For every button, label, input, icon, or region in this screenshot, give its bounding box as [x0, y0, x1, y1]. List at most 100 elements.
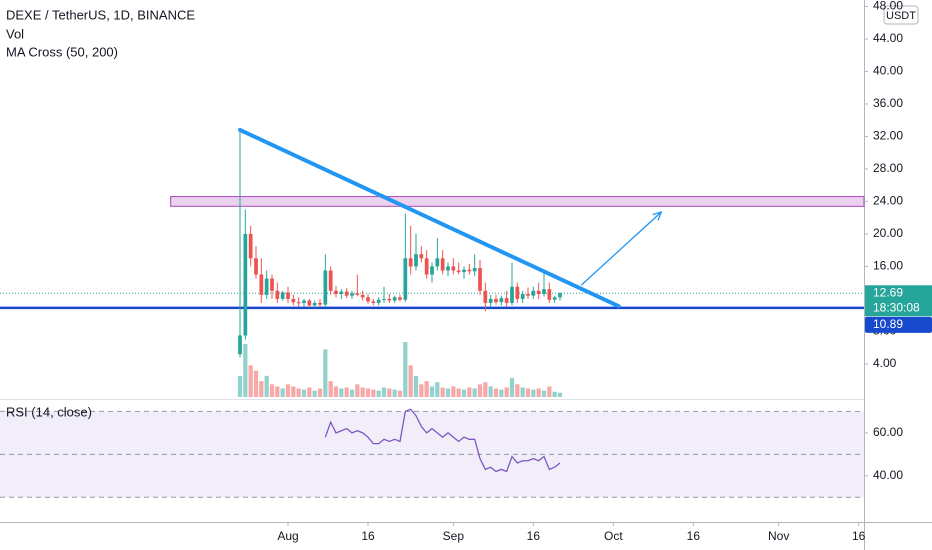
- y-tick-label: 48.00: [873, 0, 903, 13]
- candle-body: [387, 298, 392, 301]
- volume-bar: [307, 387, 312, 397]
- volume-bar: [429, 386, 435, 397]
- candle-body: [478, 268, 482, 291]
- volume-bar: [269, 384, 275, 397]
- candle-body: [430, 266, 434, 275]
- candle-body: [547, 289, 552, 300]
- volume-bar: [275, 386, 280, 397]
- y-tick-label: 20.00: [873, 226, 903, 240]
- volume-bar: [328, 381, 333, 397]
- candle-body: [318, 302, 322, 305]
- volume-bar: [531, 389, 536, 397]
- candle-body: [520, 294, 525, 299]
- x-tick-label: 16: [361, 529, 375, 543]
- candle-body: [291, 298, 296, 303]
- candle-body: [488, 298, 493, 303]
- candle-body: [424, 258, 429, 275]
- volume-bar: [253, 370, 259, 397]
- candle-body: [456, 270, 461, 273]
- volume-bar: [392, 389, 397, 397]
- candle-body: [248, 233, 253, 259]
- rsi-label: RSI (14, close): [6, 404, 92, 419]
- x-tick-label: Aug: [277, 529, 298, 543]
- volume-bar: [419, 384, 424, 397]
- volume-bar: [381, 387, 387, 397]
- candle-body: [355, 293, 360, 295]
- candle-body: [238, 335, 242, 355]
- plot-area: [0, 127, 865, 498]
- candle-body: [296, 302, 301, 304]
- volume-bar: [243, 344, 248, 397]
- volume-bar: [403, 342, 408, 397]
- candle-body: [366, 297, 370, 302]
- candle-body: [536, 290, 541, 295]
- candle-body: [472, 268, 477, 272]
- last-price-tag: [865, 285, 932, 317]
- x-tick-label: Nov: [768, 529, 789, 543]
- y-tick-label: 24.00: [873, 194, 903, 208]
- candle-body: [515, 286, 520, 299]
- candle-body: [408, 258, 413, 267]
- volume-bar: [488, 386, 493, 397]
- y-tick-label: 36.00: [873, 96, 903, 110]
- indicator-label: Vol: [6, 26, 24, 41]
- rsi-line: [324, 408, 561, 473]
- volume-bar: [285, 384, 291, 397]
- candle-body: [286, 292, 290, 299]
- candle-body: [254, 258, 258, 275]
- resistance-zone: [170, 196, 865, 207]
- candle-body: [494, 298, 498, 303]
- volume-bar: [536, 388, 541, 397]
- volume-bar: [365, 388, 371, 397]
- candle-body: [323, 270, 328, 305]
- currency-badge[interactable]: [883, 5, 919, 25]
- volume-bar: [397, 390, 403, 397]
- candle-body: [259, 274, 264, 295]
- candle-body: [280, 292, 285, 299]
- volume-bar: [445, 388, 451, 397]
- candle-body: [552, 297, 557, 300]
- volume-bar: [520, 387, 525, 397]
- volume-bar: [557, 392, 563, 397]
- y-tick-label: 16.00: [873, 259, 903, 273]
- volume-bar: [499, 389, 504, 397]
- candle-body: [419, 254, 424, 259]
- volume-bar: [509, 377, 515, 397]
- volume-bar: [456, 388, 461, 397]
- candle-body: [467, 269, 472, 272]
- candle-body: [531, 290, 536, 296]
- volume-bar: [515, 384, 520, 397]
- volume-bar: [547, 386, 552, 397]
- candle-body: [344, 291, 349, 296]
- volume-bar: [541, 390, 547, 397]
- candle-body: [451, 266, 456, 271]
- x-tick-label: 16: [852, 529, 866, 543]
- candle-body: [462, 269, 466, 273]
- volume-bar: [259, 381, 264, 397]
- candle-body: [371, 301, 376, 303]
- volume-bar: [323, 349, 328, 397]
- volume-bar: [344, 387, 349, 397]
- volume-bar: [424, 381, 429, 397]
- rsi-tick-label: 60.00: [873, 425, 903, 439]
- volume-bar: [552, 391, 557, 397]
- candle-body: [264, 278, 269, 295]
- volume-bar: [376, 390, 381, 397]
- candle-body: [414, 254, 418, 267]
- candle-body: [302, 300, 306, 303]
- volume-bar: [451, 386, 456, 397]
- candle-body: [270, 278, 274, 291]
- candle-body: [328, 270, 333, 291]
- x-tick-label: 16: [527, 529, 541, 543]
- volume-bar: [339, 388, 344, 397]
- volume-bar: [317, 388, 323, 397]
- x-tick-label: Sep: [443, 529, 465, 543]
- candle-body: [307, 300, 312, 306]
- candle-body: [275, 290, 280, 299]
- volume-bar: [472, 388, 477, 397]
- volume-bar: [413, 375, 419, 397]
- volume-bar: [312, 390, 317, 397]
- candle-body: [526, 294, 530, 296]
